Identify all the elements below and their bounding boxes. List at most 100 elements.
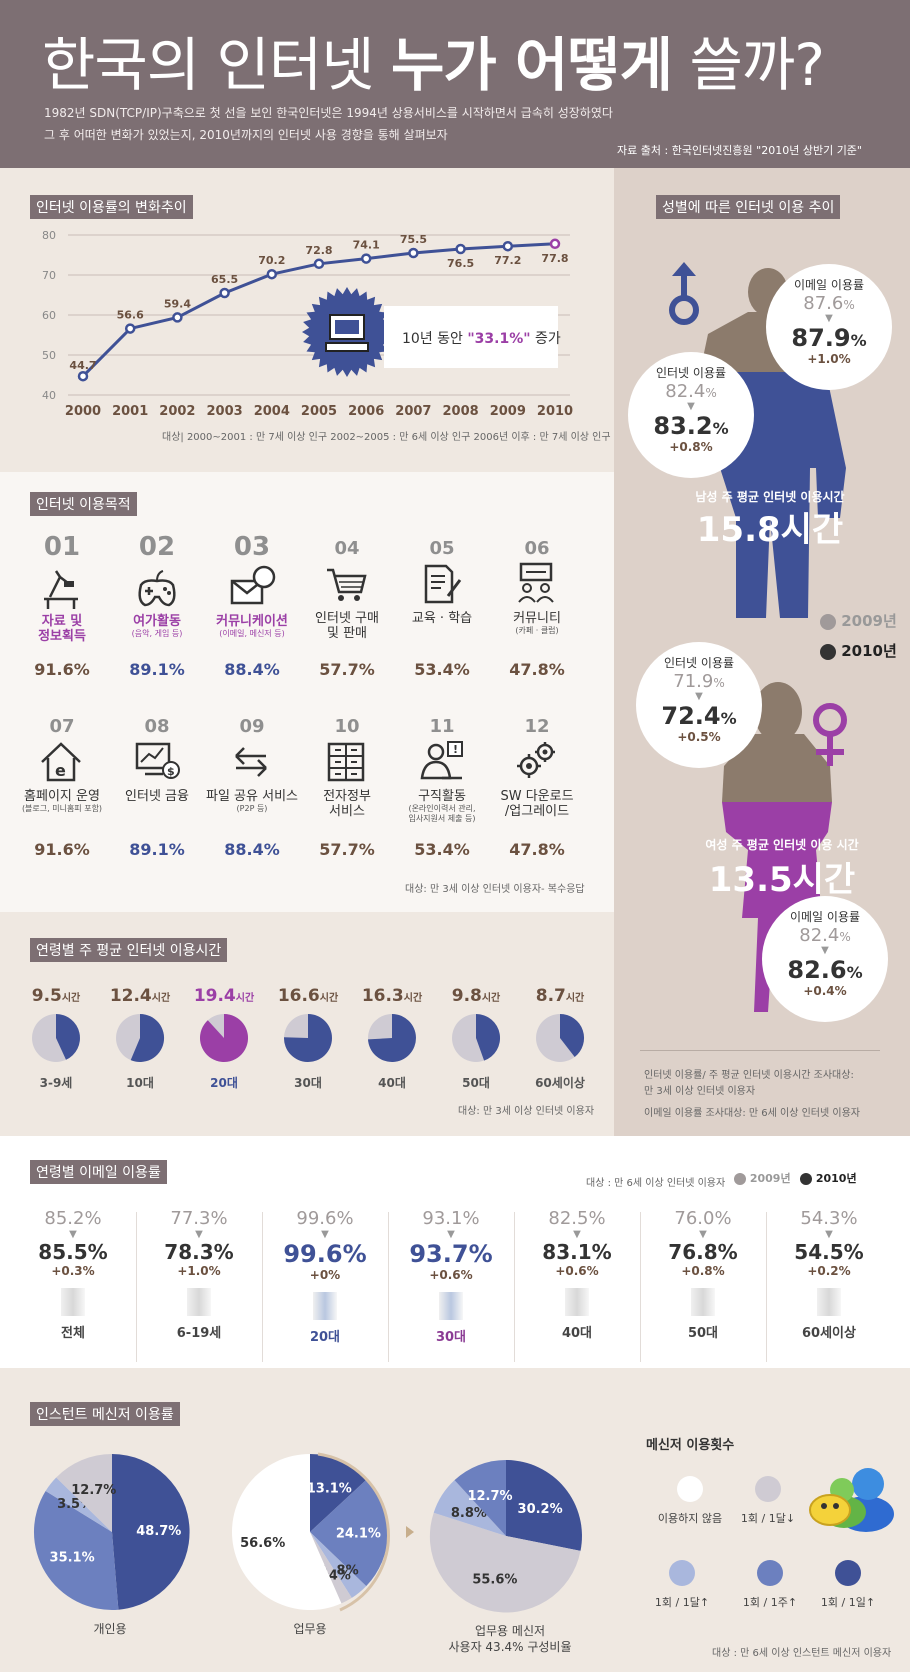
purpose-value: 53.4% <box>414 660 470 679</box>
down-arrow-icon: ▼ <box>69 1229 77 1240</box>
y-tick-label: 50 <box>42 349 56 362</box>
y-tick-label: 40 <box>42 389 56 402</box>
usage-point <box>124 323 136 334</box>
purpose-number: 04 <box>334 538 360 559</box>
email-bar <box>565 1288 589 1316</box>
x-tick-label: 2008 <box>443 404 479 419</box>
email-item: 99.6% ▼ 99.6% +0% 20대 <box>270 1208 380 1345</box>
mail-chat-icon <box>230 565 276 605</box>
purpose-value: 53.4% <box>414 840 470 859</box>
age-group-label: 60세이상 <box>535 1076 585 1090</box>
email-bar <box>61 1288 85 1316</box>
female-email-card: 이메일 이용률 82.4% ▼ 82.6% +0.4% <box>762 896 888 1022</box>
y-tick-label: 60 <box>42 309 56 322</box>
male-internet-new: 83.2% <box>653 412 729 440</box>
female-internet-title: 인터넷 이용률 <box>663 656 735 670</box>
legend-dot-2009 <box>820 613 836 630</box>
pie-business-label: 업무용 <box>293 1622 327 1636</box>
purpose-value: 88.4% <box>224 660 280 679</box>
freq-title: 메신저 이용횟수 <box>646 1438 735 1453</box>
email-note: 대상 : 만 6세 이상 인터넷 이용자 <box>586 1178 726 1189</box>
im-pie-label: 13.1% <box>307 1482 352 1497</box>
im-note: 대상 : 만 6세 이상 인스턴트 메신저 이용자 <box>712 1648 892 1659</box>
x-tick-label: 2002 <box>159 404 195 419</box>
freq-dot <box>755 1476 781 1502</box>
age-item: 9.5시간 3-9세 <box>16 986 96 1091</box>
purpose-item: 04 인터넷 구매 및 판매 57.7% <box>299 532 395 679</box>
increase-text: 10년 동안 "33.1%" 증가 <box>402 331 561 347</box>
email-new-value: 93.7% <box>409 1240 493 1268</box>
purpose-label: 커뮤니티 <box>513 611 561 626</box>
purpose-number: 09 <box>239 716 265 737</box>
purpose-icon-wrap <box>109 564 205 610</box>
subtitle-line-1: 1982년 SDN(TCP/IP)구축으로 첫 선을 보인 한국인터넷은 199… <box>44 106 613 120</box>
x-tick-label: 2004 <box>254 404 290 419</box>
gender-note-3: 이메일 이용률 조사대상: 만 6세 이상 인터넷 이용자 <box>644 1108 860 1119</box>
down-arrow-icon: ▼ <box>699 1229 707 1240</box>
usage-point <box>455 243 466 255</box>
email-age-label: 60세이상 <box>802 1326 856 1341</box>
im-pies: 48.7%35.1%3.5%12.7% 13.1%24.1%3.8%2.4%56.… <box>33 1452 582 1613</box>
email-old-value: 77.3% <box>170 1208 228 1229</box>
im-pie-label: 56.6% <box>240 1536 285 1551</box>
purpose-value: 57.7% <box>319 660 375 679</box>
purpose-icon-wrap <box>394 561 490 607</box>
email-bar <box>691 1288 715 1316</box>
im-pie-slice <box>112 1454 190 1610</box>
usage-data-label: 44.7 <box>69 359 96 372</box>
purpose-label: 자료 및 정보획득 <box>38 614 86 644</box>
purpose-sublabel: (블로그, 미니홈피 포함) <box>21 804 103 813</box>
legend-2009: 2009년 <box>820 610 897 631</box>
purpose-label: 홈페이지 운영 <box>24 789 100 804</box>
subtitle-line-2: 그 후 어떠한 변화가 있었는지, 2010년까지의 인터넷 사용 경향을 통해… <box>44 128 448 142</box>
usage-data-label: 77.8 <box>541 252 568 265</box>
gender-divider <box>640 1050 880 1051</box>
increase-callout <box>384 306 558 368</box>
usage-data-label: 75.5 <box>400 233 427 246</box>
y-tick-label: 70 <box>42 269 56 282</box>
age-hours-pie <box>283 1014 332 1062</box>
email-diff: +0.6% <box>555 1264 599 1278</box>
usage-data-label: 76.5 <box>447 257 474 270</box>
male-symbol-icon <box>669 262 699 325</box>
usage-data-label: 72.8 <box>305 244 332 257</box>
im-pie-slice <box>433 1480 506 1536</box>
usage-point <box>408 247 419 259</box>
gears-icon <box>517 742 555 778</box>
purpose-label: 교육 · 학습 <box>411 611 473 626</box>
email-old-value: 54.3% <box>800 1208 858 1229</box>
pie-slice <box>56 1014 80 1060</box>
email-divider <box>514 1212 515 1362</box>
age-item: 16.3시간 40대 <box>352 986 432 1091</box>
female-hours-title: 여성 주 평균 인터넷 이용 시간 <box>705 838 859 852</box>
purpose-number: 11 <box>429 716 455 737</box>
purpose-sublabel: (온라인이력서 관리, 입사지원서 제출 등) <box>408 804 476 823</box>
y-tick-label: 80 <box>42 229 56 242</box>
purpose-item: 11! 구직활동 (온라인이력서 관리, 입사지원서 제출 등) 53.4% <box>394 710 490 859</box>
down-arrow-icon: ▼ <box>825 1229 833 1240</box>
pie-slice <box>476 1014 501 1061</box>
im-pie-slice <box>506 1460 582 1551</box>
male-email-new: 87.9% <box>791 324 867 352</box>
email-new-value: 85.5% <box>38 1240 108 1264</box>
purpose-label: 커뮤니케이션 <box>216 614 288 629</box>
pie-personal-label: 개인용 <box>93 1622 127 1636</box>
email-new-value: 76.8% <box>668 1240 738 1264</box>
freq-dot <box>677 1476 703 1502</box>
email-new-value: 78.3% <box>164 1240 234 1264</box>
im-pie-label: 8.8% <box>451 1506 487 1521</box>
purpose-number: 07 <box>49 716 75 737</box>
freq-item: 이용하지 않음 <box>650 1476 730 1526</box>
female-hours-value: 13.5시간 <box>708 860 856 900</box>
email-legend-2009: 2009년 <box>734 1170 791 1186</box>
arrow-right-icon <box>406 1526 414 1538</box>
email-diff: +0% <box>309 1268 341 1282</box>
legend-dot-2010 <box>820 643 836 660</box>
highlight-arc <box>317 1452 390 1612</box>
age-group-label: 30대 <box>294 1076 322 1090</box>
age-group-label: 20대 <box>210 1076 238 1090</box>
email-bar <box>817 1288 841 1316</box>
usage-data-label: 56.6 <box>117 309 144 322</box>
svg-text:$: $ <box>167 765 175 778</box>
pie-slice <box>130 1013 165 1062</box>
